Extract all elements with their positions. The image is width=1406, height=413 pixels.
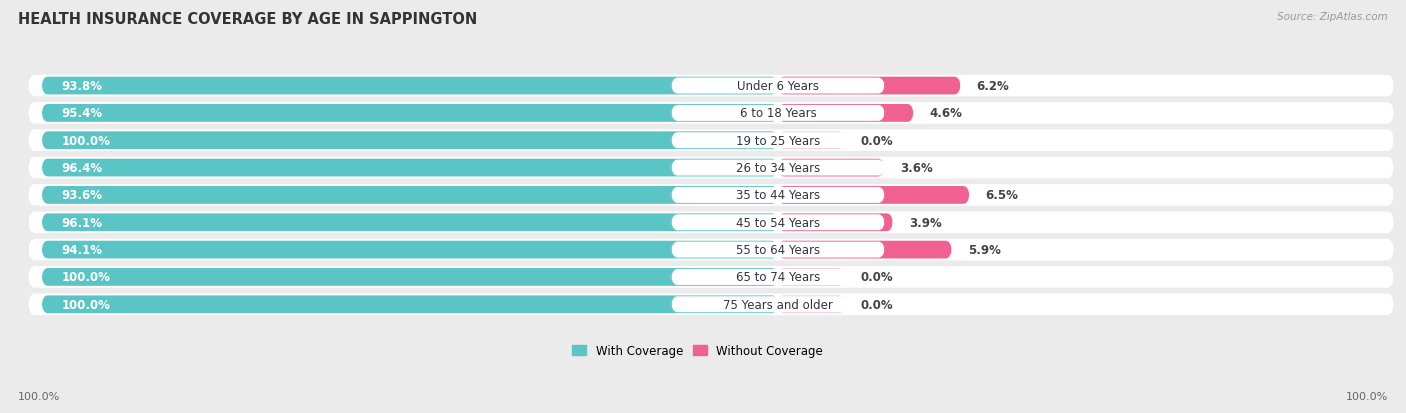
FancyBboxPatch shape (671, 269, 884, 285)
Text: 65 to 74 Years: 65 to 74 Years (735, 271, 820, 284)
Text: 0.0%: 0.0% (860, 134, 894, 147)
FancyBboxPatch shape (28, 239, 1393, 261)
Text: 0.0%: 0.0% (860, 298, 894, 311)
Text: 100.0%: 100.0% (18, 391, 60, 401)
FancyBboxPatch shape (778, 268, 845, 286)
FancyBboxPatch shape (28, 130, 1393, 152)
Text: Under 6 Years: Under 6 Years (737, 80, 818, 93)
FancyBboxPatch shape (28, 157, 1393, 179)
Text: 100.0%: 100.0% (62, 134, 111, 147)
Text: 93.6%: 93.6% (62, 189, 103, 202)
Text: 96.1%: 96.1% (62, 216, 103, 229)
Text: 35 to 44 Years: 35 to 44 Years (735, 189, 820, 202)
FancyBboxPatch shape (671, 188, 884, 204)
Text: 100.0%: 100.0% (62, 271, 111, 284)
Text: 19 to 25 Years: 19 to 25 Years (735, 134, 820, 147)
FancyBboxPatch shape (778, 105, 914, 123)
Text: 75 Years and older: 75 Years and older (723, 298, 832, 311)
Text: HEALTH INSURANCE COVERAGE BY AGE IN SAPPINGTON: HEALTH INSURANCE COVERAGE BY AGE IN SAPP… (18, 12, 478, 27)
FancyBboxPatch shape (778, 132, 845, 150)
FancyBboxPatch shape (28, 76, 1393, 97)
Legend: With Coverage, Without Coverage: With Coverage, Without Coverage (572, 344, 823, 357)
FancyBboxPatch shape (28, 212, 1393, 233)
FancyBboxPatch shape (42, 159, 778, 177)
FancyBboxPatch shape (671, 106, 884, 121)
Text: 6 to 18 Years: 6 to 18 Years (740, 107, 817, 120)
FancyBboxPatch shape (778, 159, 884, 177)
FancyBboxPatch shape (28, 185, 1393, 206)
Text: Source: ZipAtlas.com: Source: ZipAtlas.com (1277, 12, 1388, 22)
Text: 0.0%: 0.0% (860, 271, 894, 284)
FancyBboxPatch shape (778, 214, 893, 232)
FancyBboxPatch shape (671, 242, 884, 258)
FancyBboxPatch shape (778, 241, 952, 259)
FancyBboxPatch shape (42, 132, 778, 150)
FancyBboxPatch shape (42, 105, 778, 123)
Text: 95.4%: 95.4% (62, 107, 103, 120)
Text: 6.5%: 6.5% (986, 189, 1018, 202)
FancyBboxPatch shape (42, 214, 778, 232)
FancyBboxPatch shape (671, 297, 884, 313)
FancyBboxPatch shape (42, 187, 778, 204)
FancyBboxPatch shape (671, 133, 884, 149)
Text: 100.0%: 100.0% (62, 298, 111, 311)
Text: 5.9%: 5.9% (967, 244, 1001, 256)
FancyBboxPatch shape (42, 78, 778, 95)
FancyBboxPatch shape (671, 215, 884, 231)
Text: 6.2%: 6.2% (977, 80, 1010, 93)
Text: 100.0%: 100.0% (1346, 391, 1388, 401)
FancyBboxPatch shape (28, 103, 1393, 124)
FancyBboxPatch shape (42, 296, 778, 313)
FancyBboxPatch shape (28, 294, 1393, 315)
FancyBboxPatch shape (28, 266, 1393, 288)
FancyBboxPatch shape (778, 187, 969, 204)
Text: 96.4%: 96.4% (62, 161, 103, 175)
FancyBboxPatch shape (778, 78, 960, 95)
FancyBboxPatch shape (42, 268, 778, 286)
FancyBboxPatch shape (42, 241, 778, 259)
FancyBboxPatch shape (671, 160, 884, 176)
FancyBboxPatch shape (778, 296, 845, 313)
FancyBboxPatch shape (671, 78, 884, 94)
Text: 4.6%: 4.6% (929, 107, 962, 120)
Text: 45 to 54 Years: 45 to 54 Years (735, 216, 820, 229)
Text: 55 to 64 Years: 55 to 64 Years (735, 244, 820, 256)
Text: 26 to 34 Years: 26 to 34 Years (735, 161, 820, 175)
Text: 93.8%: 93.8% (62, 80, 103, 93)
Text: 3.9%: 3.9% (908, 216, 942, 229)
Text: 3.6%: 3.6% (900, 161, 932, 175)
Text: 94.1%: 94.1% (62, 244, 103, 256)
